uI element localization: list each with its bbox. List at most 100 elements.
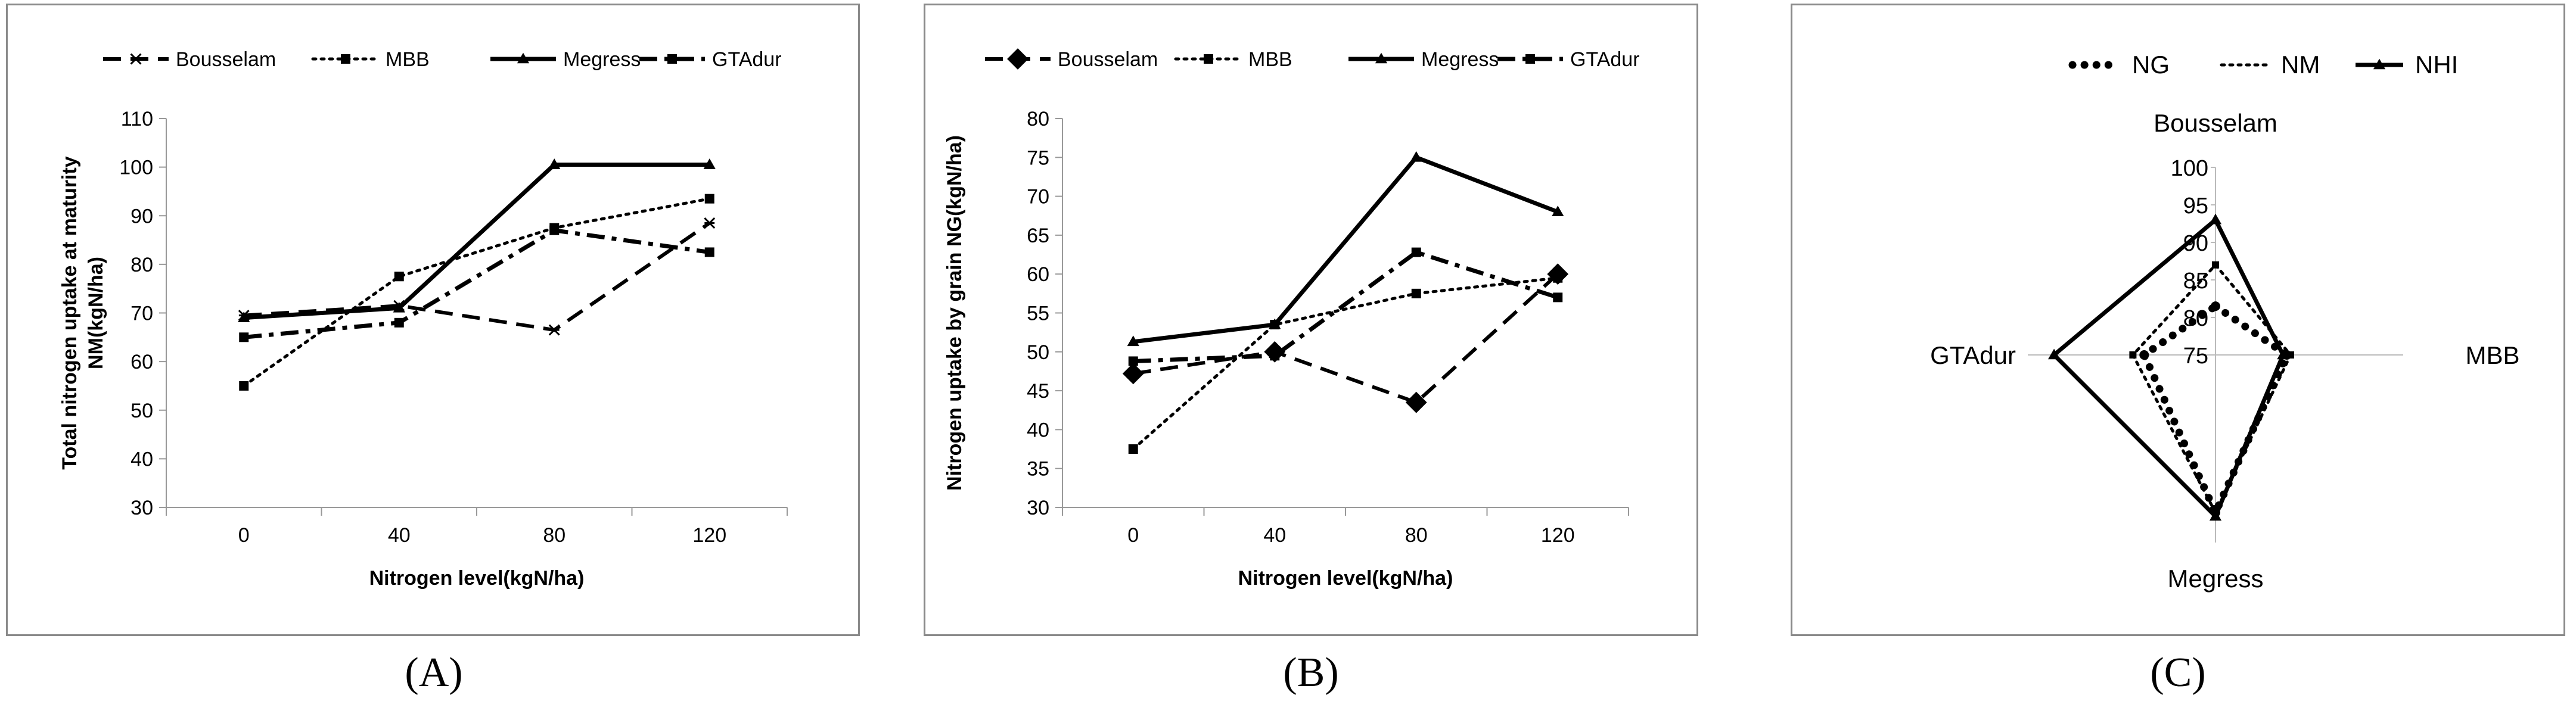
legend-label: GTAdur [1570,48,1640,71]
series-line [244,222,711,332]
legend-marker [1204,54,1213,64]
data-point [1269,318,1281,329]
legend-marker [1525,54,1535,64]
radar-chart-c: 7580859095100BousselamMBBMegressGTAdurNG… [1930,51,2519,593]
legend-label: Megress [1421,48,1499,71]
line-chart-a: 30 40 50 60 70 80 90 100 110 0 40 80 120 Nitrogen lev… [58,48,788,590]
x-tick-label: 40 [1263,524,1286,547]
category-label-gtadur: GTAdur [1930,341,2016,369]
panel-c: 75 80 85 90 95 100 Bousselam MBB Megress GTAdur NG… [1791,4,2565,636]
legend-label: GTAdur [712,48,782,71]
data-point [1122,363,1144,385]
legend-label: Bousselam [1058,48,1158,71]
data-point [1552,205,1564,217]
y-tick-label: 40 [130,448,153,470]
y-tick-label: 30 [130,497,153,519]
panel-label-c: (C) [2150,650,2206,696]
legend-label: Megress [563,48,641,71]
series-gtadur: GTAdur [1128,48,1640,366]
x-tick-label: 40 [388,524,411,547]
legend-marker [130,53,142,65]
series-megress: Megress [238,48,716,322]
y-tick-label: 70 [1027,186,1049,208]
data-point [2209,510,2222,521]
x-axis-title: Nitrogen level(kgN/ha) [369,567,585,590]
category-label-mbb: MBB [2465,341,2519,369]
y-tick-label: 80 [1027,108,1049,130]
data-point [2129,351,2137,359]
legend-marker [667,54,677,64]
series-mbb: MBB [239,48,714,391]
legend-label: NHI [2415,51,2458,79]
x-tick-label: 0 [1127,524,1139,547]
data-point [394,272,404,282]
y-tick-label: 90 [130,205,153,227]
radial-tick-label: 95 [2183,194,2208,219]
y-tick-label: 60 [1027,263,1049,286]
radial-tick-label: 100 [2171,156,2208,181]
data-point [239,381,249,391]
series-megress: Megress [1127,48,1564,347]
data-point [1405,391,1427,413]
panel-label-a: (A) [405,650,463,696]
category-label-bousselam: Bousselam [2154,109,2277,137]
y-tick-label: 30 [1027,497,1049,519]
series-line [242,197,711,388]
y-tick-label: 100 [119,157,153,179]
series-nhi: NHI [2047,51,2458,521]
axes-a: 30 40 50 60 70 80 90 100 110 0 40 80 120 [119,108,788,547]
series-line [243,228,710,339]
data-point [2139,350,2149,360]
data-point [548,324,560,336]
y-axis-title: Nitrogen uptake by grain NG(kgN/ha) [943,135,966,491]
data-point [549,225,560,235]
data-point [704,217,716,229]
data-point [1128,356,1138,366]
data-point [2211,301,2220,311]
series-ng: NG [2068,51,2292,522]
y-tick-label: 40 [1027,419,1049,441]
data-point [1127,335,1139,347]
y-tick-label: 45 [1027,380,1049,403]
legend-marker [1375,52,1388,64]
legend-label: NG [2132,51,2170,79]
series-line [1133,250,1559,363]
legend-label: Bousselam [176,48,276,71]
legend-label: NM [2281,51,2320,79]
y-axis-title: Total nitrogen uptake at maturity NM(kgN/… [58,156,107,470]
series-line [1133,272,1559,405]
data-point [548,158,561,169]
data-point [2209,213,2222,225]
legend-label: MBB [1248,48,1292,71]
data-point [2277,348,2289,360]
data-point [1553,273,1563,283]
legend-marker [341,54,350,64]
data-point [703,158,716,169]
y-tick-label: 60 [130,351,153,373]
series-line [1133,155,1559,344]
series-mbb: MBB [1128,48,1563,454]
series-gtadur: GTAdur [239,48,782,342]
data-point [393,301,405,313]
data-point [1411,247,1421,257]
y-tick-label: 70 [130,303,153,325]
legend-marker [1007,48,1028,70]
radial-tick-label: 80 [2183,306,2208,331]
y-tick-label: 35 [1027,458,1049,481]
data-point [394,317,404,328]
legend-marker [2373,58,2386,70]
radial-tick-label: 75 [2183,344,2208,369]
data-point [2047,348,2061,360]
y-tick-label: 110 [121,108,153,130]
category-label-megress: Megress [2167,565,2263,593]
series-bousselam: Bousselam [985,48,1569,413]
y-tick-label: 75 [1027,147,1049,169]
series-polygon [2139,301,2292,522]
data-point [239,332,249,342]
y-tick-label: 80 [130,254,153,276]
series-line [1132,276,1559,451]
y-tick-label: 50 [130,400,153,422]
x-tick-label: 0 [238,524,250,547]
data-point [1410,151,1422,162]
series-bousselam: Bousselam [103,48,716,336]
